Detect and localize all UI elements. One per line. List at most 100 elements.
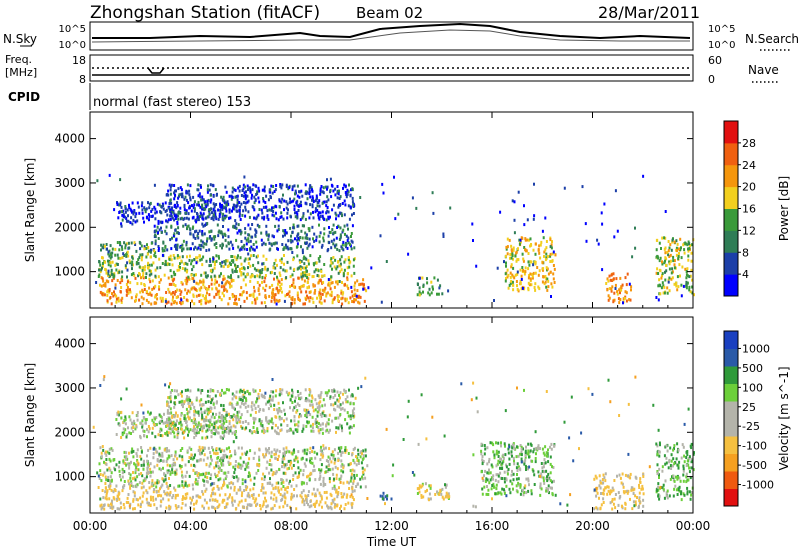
data-cell (168, 183, 171, 187)
data-cell (158, 452, 161, 456)
data-cell (331, 390, 334, 394)
data-cell (282, 452, 285, 456)
data-cell (116, 202, 119, 206)
data-cell (304, 494, 307, 498)
data-cell (229, 486, 232, 490)
data-cell (519, 268, 522, 272)
data-cell (155, 416, 158, 419)
data-cell (289, 463, 292, 467)
data-cell (183, 296, 186, 299)
data-cell (255, 497, 258, 501)
data-cell (418, 290, 421, 294)
data-cell (680, 294, 683, 298)
data-cell (232, 246, 235, 250)
data-cell (279, 266, 282, 270)
data-cell (241, 390, 244, 393)
data-cell (352, 448, 355, 452)
data-cell (140, 276, 142, 280)
data-cell (197, 423, 200, 427)
data-cell (117, 216, 120, 220)
data-cell (202, 283, 205, 286)
data-cell (273, 272, 276, 275)
data-cell (187, 289, 190, 293)
data-cell (99, 504, 102, 508)
data-cell (318, 293, 320, 297)
data-cell (147, 246, 150, 249)
data-cell (239, 232, 242, 236)
data-cell (157, 433, 160, 437)
data-cell (184, 288, 187, 292)
data-cell (204, 223, 206, 227)
data-cell (151, 287, 154, 291)
data-cell (225, 214, 228, 218)
data-cell (173, 256, 176, 260)
data-cell (291, 401, 294, 404)
data-cell (222, 243, 224, 247)
data-cell (168, 424, 171, 428)
data-cell (292, 408, 295, 412)
data-cell (115, 262, 118, 266)
data-cell (177, 427, 180, 430)
data-cell (271, 191, 274, 195)
data-cell (472, 239, 474, 242)
data-cell (148, 486, 151, 490)
data-cell (340, 268, 343, 272)
data-cell (262, 262, 265, 266)
data-cell (540, 475, 543, 479)
data-cell (544, 280, 547, 284)
colorbar-swatch (724, 142, 738, 166)
data-cell (140, 463, 143, 467)
data-cell (543, 250, 546, 254)
data-cell (341, 302, 344, 306)
data-cell (312, 275, 315, 278)
nsky-label: N.Sky (3, 32, 37, 46)
data-cell (195, 471, 198, 474)
data-cell (331, 298, 334, 302)
data-cell (106, 293, 109, 297)
data-cell (362, 284, 365, 288)
data-cell (239, 456, 242, 460)
data-cell (538, 244, 541, 248)
noise-sky-trace (92, 22, 691, 40)
data-cell (104, 486, 107, 490)
data-cell (146, 243, 148, 247)
data-cell (99, 469, 102, 473)
data-cell (98, 462, 101, 466)
data-cell (311, 396, 314, 400)
data-cell (312, 300, 315, 304)
data-cell (231, 403, 234, 407)
data-cell (519, 485, 522, 489)
data-cell (155, 423, 158, 427)
data-cell (112, 294, 115, 298)
data-cell (258, 455, 261, 459)
data-cell (217, 470, 220, 474)
data-cell (269, 188, 272, 192)
data-cell (234, 219, 237, 223)
data-cell (232, 465, 235, 469)
data-cell (671, 276, 674, 280)
data-cell (168, 455, 171, 459)
data-cell (545, 477, 548, 481)
data-cell (683, 248, 686, 252)
data-cell (149, 446, 152, 450)
data-cell (285, 206, 288, 210)
data-cell (244, 257, 247, 261)
data-cell (294, 215, 297, 219)
data-cell (364, 476, 367, 480)
data-cell (212, 235, 215, 239)
data-cell (439, 488, 442, 492)
data-cell (243, 191, 246, 195)
data-cell (290, 484, 293, 488)
data-cell (298, 404, 301, 407)
data-cell (253, 451, 256, 455)
data-cell (294, 404, 297, 408)
data-cell (172, 283, 175, 286)
data-cell (210, 401, 212, 405)
data-cell (335, 267, 338, 271)
data-cell (266, 427, 269, 430)
data-cell (250, 405, 253, 409)
data-cell (544, 216, 547, 220)
data-cell (311, 415, 314, 419)
data-cell (98, 268, 100, 272)
data-cell (160, 416, 163, 419)
